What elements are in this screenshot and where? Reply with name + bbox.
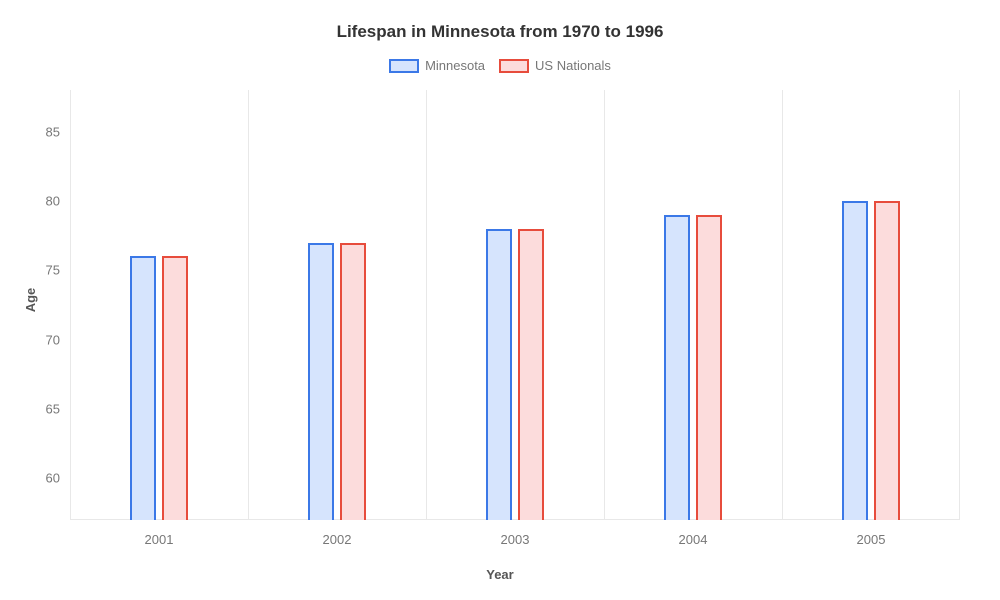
gridline-v bbox=[604, 90, 605, 520]
bar bbox=[842, 201, 868, 520]
bar bbox=[518, 229, 544, 520]
x-tick-label: 2004 bbox=[679, 532, 708, 547]
legend-label-us-nationals: US Nationals bbox=[535, 58, 611, 73]
y-tick-label: 85 bbox=[46, 124, 60, 139]
bar bbox=[340, 243, 366, 520]
y-tick-label: 75 bbox=[46, 263, 60, 278]
x-tick-label: 2005 bbox=[857, 532, 886, 547]
gridline-v bbox=[426, 90, 427, 520]
gridline-v bbox=[70, 90, 71, 520]
y-tick-label: 60 bbox=[46, 471, 60, 486]
x-axis-title: Year bbox=[0, 567, 1000, 582]
legend-swatch-minnesota bbox=[389, 59, 419, 73]
plot-area: 20012002200320042005606570758085 bbox=[70, 90, 960, 520]
bar bbox=[130, 256, 156, 520]
baseline bbox=[70, 519, 960, 520]
legend: Minnesota US Nationals bbox=[0, 58, 1000, 73]
y-tick-label: 80 bbox=[46, 193, 60, 208]
x-tick-label: 2003 bbox=[501, 532, 530, 547]
y-axis-title: Age bbox=[23, 288, 38, 313]
bar bbox=[874, 201, 900, 520]
legend-label-minnesota: Minnesota bbox=[425, 58, 485, 73]
bar bbox=[664, 215, 690, 520]
chart-container: Lifespan in Minnesota from 1970 to 1996 … bbox=[0, 0, 1000, 600]
legend-swatch-us-nationals bbox=[499, 59, 529, 73]
legend-item-us-nationals: US Nationals bbox=[499, 58, 611, 73]
gridline-v bbox=[959, 90, 960, 520]
chart-title: Lifespan in Minnesota from 1970 to 1996 bbox=[0, 22, 1000, 42]
bar bbox=[308, 243, 334, 520]
x-tick-label: 2002 bbox=[323, 532, 352, 547]
gridline-v bbox=[248, 90, 249, 520]
bar bbox=[162, 256, 188, 520]
bar bbox=[486, 229, 512, 520]
y-tick-label: 70 bbox=[46, 332, 60, 347]
y-tick-label: 65 bbox=[46, 402, 60, 417]
bar bbox=[696, 215, 722, 520]
gridline-v bbox=[782, 90, 783, 520]
x-tick-label: 2001 bbox=[145, 532, 174, 547]
legend-item-minnesota: Minnesota bbox=[389, 58, 485, 73]
